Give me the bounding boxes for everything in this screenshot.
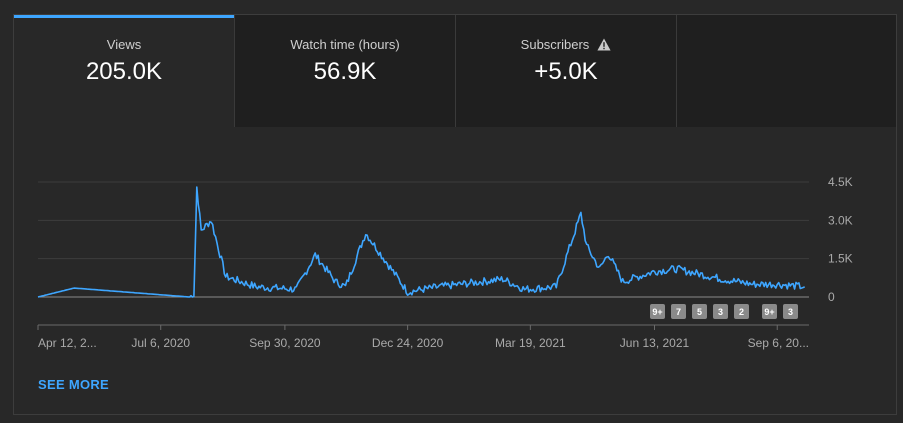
x-tick-label: Apr 12, 2...: [38, 336, 97, 350]
y-tick-label: 1.5K: [828, 252, 853, 266]
views-line-chart: 4.5K 3.0K 1.5K 0 9+ 7 5 3 2 9+ 3 Apr 12, 2... Jul …: [37, 175, 853, 350]
event-badge-label: 7: [676, 307, 681, 317]
event-badge-label: 9+: [764, 307, 774, 317]
tab-subscribers-label: Subscribers: [520, 37, 590, 52]
x-tick-label: Dec 24, 2020: [372, 336, 444, 350]
event-badge-label: 2: [739, 307, 744, 317]
tab-subscribers-value: +5.0K: [534, 58, 598, 85]
x-tick-label: Mar 19, 2021: [495, 336, 566, 350]
warning-icon[interactable]: [597, 38, 611, 54]
tab-views-label: Views: [106, 37, 142, 52]
tab-views-value: 205.0K: [85, 58, 163, 85]
x-tick-label: Sep 6, 20...: [748, 336, 809, 350]
see-more-link[interactable]: SEE MORE: [38, 377, 110, 392]
event-badge-label: 3: [788, 307, 793, 317]
event-badge[interactable]: 7: [671, 304, 686, 319]
tab-watch-time[interactable]: Watch time (hours) 56.9K: [235, 15, 456, 127]
tab-subscribers-header: Subscribers: [456, 37, 676, 54]
tab-subscribers[interactable]: Subscribers +5.0K: [456, 15, 677, 127]
tab-empty[interactable]: [677, 15, 896, 127]
x-tick-label: Sep 30, 2020: [249, 336, 321, 350]
event-badge-label: 3: [718, 307, 723, 317]
y-tick-label: 4.5K: [828, 175, 853, 189]
event-badge-label: 5: [697, 307, 702, 317]
event-badge[interactable]: 3: [713, 304, 728, 319]
views-chart: 4.5K 3.0K 1.5K 0 9+ 7 5 3 2 9+ 3 Apr 12, 2... Jul …: [14, 127, 896, 414]
event-badge[interactable]: 9+: [650, 304, 665, 319]
event-badge[interactable]: 2: [734, 304, 749, 319]
tab-watch-time-label: Watch time (hours): [290, 37, 400, 52]
y-tick-label: 3.0K: [828, 213, 853, 227]
series-line-views: [37, 186, 806, 298]
event-badge[interactable]: 5: [692, 304, 707, 319]
x-tick-label: Jun 13, 2021: [620, 336, 690, 350]
y-tick-label: 0: [828, 290, 835, 304]
event-badge-label: 9+: [652, 307, 662, 317]
tab-views[interactable]: Views 205.0K: [14, 15, 235, 127]
metric-tabs: Views 205.0K Watch time (hours) 56.9K Su…: [14, 15, 896, 127]
event-badge[interactable]: 9+: [762, 304, 777, 319]
analytics-card: Views 205.0K Watch time (hours) 56.9K Su…: [13, 14, 897, 415]
x-tick-label: Jul 6, 2020: [131, 336, 190, 350]
tab-watch-time-value: 56.9K: [313, 58, 377, 85]
event-badge[interactable]: 3: [783, 304, 798, 319]
